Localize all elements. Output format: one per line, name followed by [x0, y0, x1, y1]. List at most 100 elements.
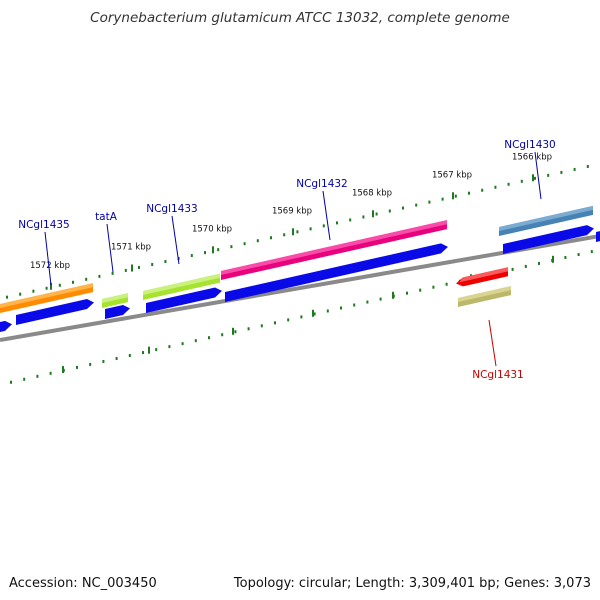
- tick-mark: [142, 351, 144, 355]
- tick-mark: [208, 336, 210, 340]
- tick-mark: [296, 230, 299, 234]
- tick-mark: [151, 262, 154, 266]
- tick-mark: [309, 227, 312, 231]
- tick-mark: [243, 242, 246, 246]
- cds-arrow: [596, 231, 600, 242]
- tick-mark: [481, 188, 484, 192]
- tick-mark: [98, 274, 101, 278]
- tick-mark: [388, 209, 391, 213]
- tick-mark: [366, 300, 369, 304]
- major-tick: [532, 174, 534, 182]
- cds-arrow-reverse: [456, 267, 508, 287]
- leader-line: [534, 151, 542, 200]
- cds-arrow: [503, 225, 594, 254]
- major-tick: [62, 366, 64, 374]
- tick-mark: [72, 280, 74, 284]
- tick-mark: [313, 312, 316, 316]
- tick-mark: [230, 245, 233, 249]
- cds-arrow: [0, 320, 12, 332]
- tick-mark: [270, 236, 272, 240]
- tick-mark: [102, 359, 105, 363]
- tick-mark: [6, 295, 8, 299]
- tick-mark: [49, 371, 52, 375]
- tick-mark: [375, 212, 378, 216]
- leader-line: [322, 190, 331, 241]
- gene-label-ncgl1433: NCgl1433: [146, 203, 198, 215]
- gene-label-ncgl1430: NCgl1430: [504, 139, 556, 151]
- major-tick: [392, 291, 394, 299]
- tick-mark: [283, 233, 286, 237]
- tick-mark: [217, 248, 220, 252]
- tick-mark: [128, 354, 131, 358]
- major-tick: [131, 264, 133, 272]
- tick-mark: [340, 306, 342, 310]
- tick-mark: [76, 365, 78, 369]
- tick-mark: [590, 250, 593, 254]
- tick-mark: [419, 288, 422, 292]
- scale-label: 1567 kbp: [432, 170, 472, 180]
- tick-mark: [45, 286, 48, 290]
- tick-mark: [406, 291, 408, 295]
- tick-mark: [124, 268, 127, 272]
- gene-bar-tata: [102, 293, 128, 308]
- tick-mark: [564, 256, 567, 260]
- tick-mark: [138, 265, 140, 269]
- gene-bar-ncgl1433: [143, 273, 220, 300]
- major-tick: [552, 255, 554, 263]
- tick-mark: [181, 342, 184, 346]
- gene-bar-ncgl1431: [458, 286, 511, 307]
- gene-bar-ncgl1435: [0, 283, 93, 313]
- tick-mark: [415, 203, 418, 207]
- tick-mark: [287, 318, 290, 322]
- tick-mark: [494, 185, 497, 189]
- scale-label: 1568 kbp: [352, 188, 392, 198]
- major-tick: [312, 309, 314, 317]
- tick-mark: [362, 215, 365, 219]
- tick-mark: [586, 164, 589, 168]
- tick-mark: [353, 303, 356, 307]
- major-tick: [148, 346, 150, 354]
- tick-mark: [573, 167, 576, 171]
- gene-bar-ncgl1430: [499, 205, 593, 236]
- tick-mark: [115, 356, 118, 360]
- major-tick: [232, 327, 234, 335]
- tick-mark: [256, 239, 259, 243]
- tick-mark: [221, 333, 224, 337]
- feature-tracks: [0, 205, 600, 332]
- gene-bar-ncgl1432: [221, 220, 447, 280]
- tick-mark: [19, 292, 22, 296]
- tick-mark: [164, 260, 167, 264]
- tick-mark: [247, 327, 250, 331]
- tick-mark: [326, 309, 329, 313]
- leader-line: [171, 215, 180, 265]
- tick-mark: [468, 191, 470, 195]
- tick-mark: [547, 173, 550, 177]
- cds-arrow: [146, 287, 222, 313]
- tick-mark: [428, 200, 431, 204]
- leader-line: [488, 319, 497, 367]
- cds-arrow: [225, 243, 448, 302]
- backbone-track: [0, 234, 600, 342]
- cds-arrow: [105, 304, 130, 319]
- gene-label-tata: tatA: [95, 211, 118, 223]
- backbone-line: [0, 234, 600, 342]
- tick-mark: [89, 362, 92, 366]
- leader-line: [106, 223, 114, 273]
- tick-mark: [23, 377, 26, 381]
- tick-mark: [155, 348, 158, 352]
- tick-mark: [300, 315, 303, 319]
- gene-label-ncgl1432: NCgl1432: [296, 178, 348, 190]
- tick-mark: [204, 251, 206, 255]
- scale-label: 1572 kbp: [30, 261, 70, 271]
- tick-mark: [379, 297, 382, 301]
- tick-mark: [441, 197, 444, 201]
- scale-ticks: 1572 kbp 1571 kbp 1570 kbp 1569 kbp 1568 kbp…: [6, 152, 593, 384]
- tick-mark: [577, 253, 580, 257]
- gene-label-ncgl1435: NCgl1435: [18, 219, 70, 231]
- tick-mark: [111, 271, 114, 275]
- tick-mark: [511, 267, 514, 271]
- tick-mark: [10, 380, 12, 384]
- tick-mark: [322, 224, 325, 228]
- gene-label-ncgl1431: NCgl1431: [472, 369, 524, 381]
